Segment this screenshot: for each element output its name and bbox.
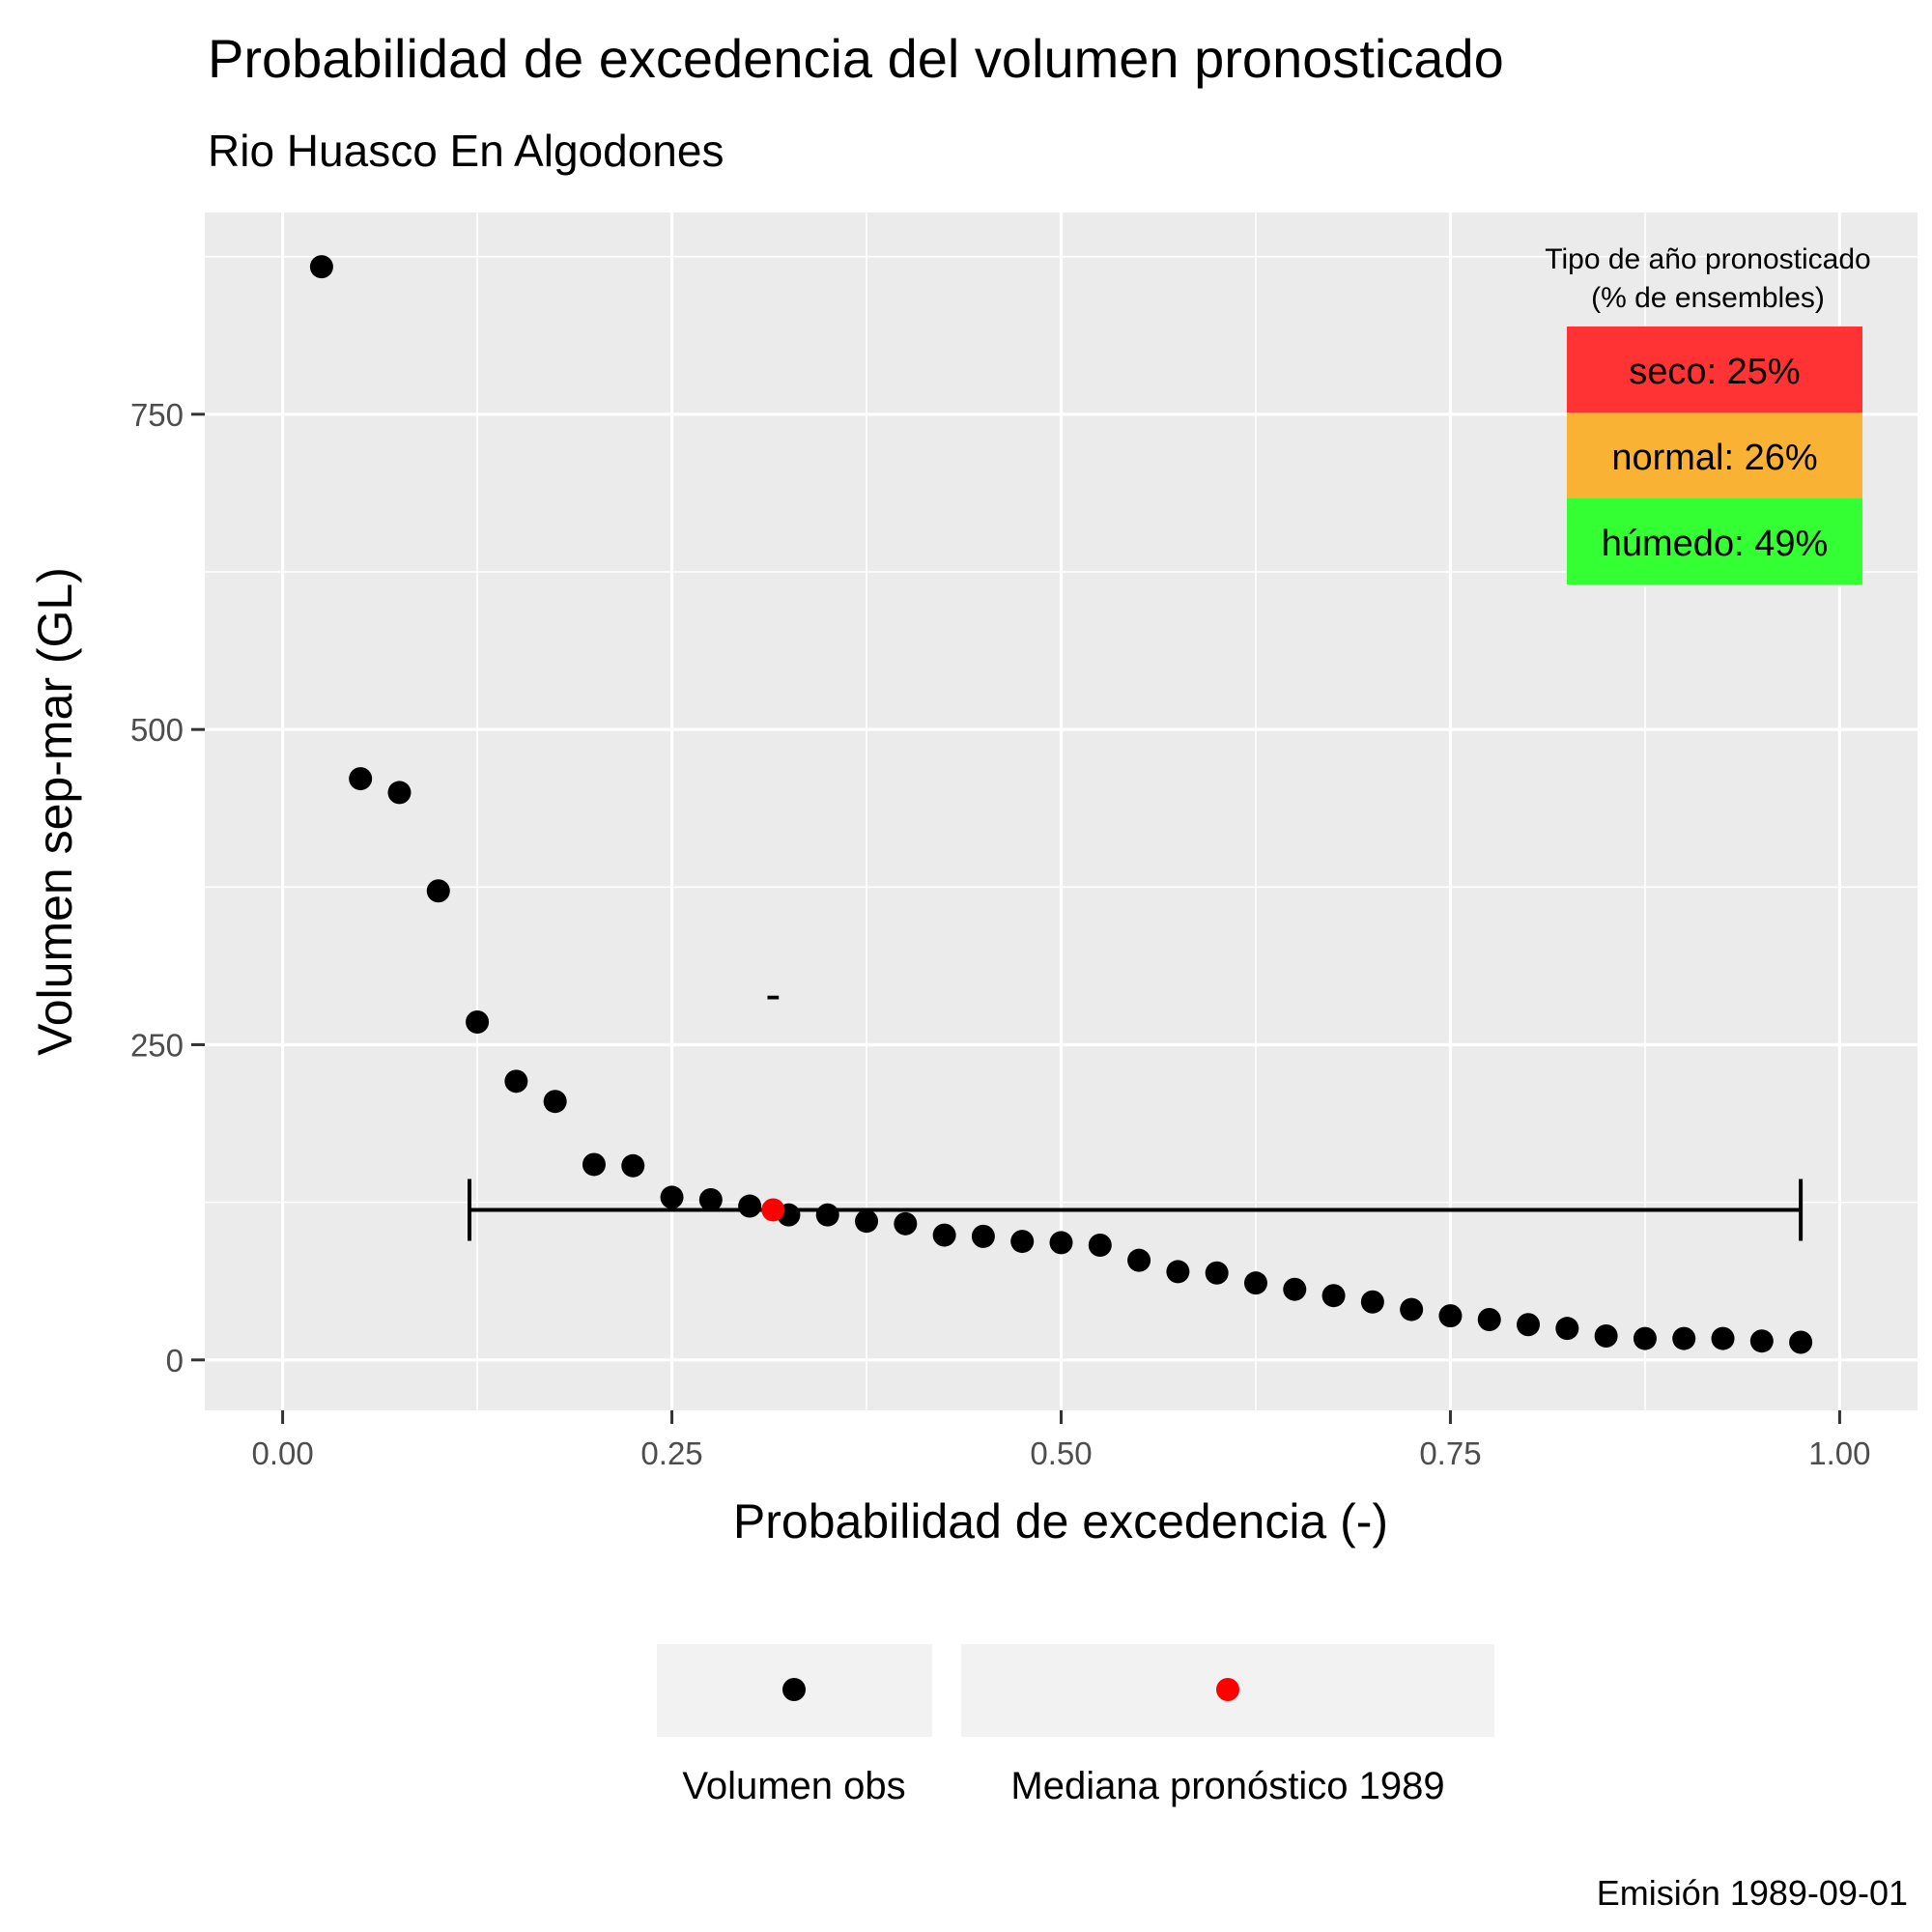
x-tick-label: 1.00 xyxy=(1808,1435,1870,1471)
data-point-observed xyxy=(466,1009,490,1034)
data-point-observed xyxy=(349,767,373,791)
data-point-observed xyxy=(1633,1326,1657,1350)
chart-subtitle: Rio Huasco En Algodones xyxy=(208,126,724,176)
x-tick-label: 0.25 xyxy=(640,1435,702,1471)
data-point-observed xyxy=(1360,1290,1384,1314)
y-axis: 0 250 500 750 xyxy=(130,397,205,1378)
data-point-observed xyxy=(1711,1326,1735,1350)
legend-label-observed: Volumen obs xyxy=(682,1765,905,1807)
data-point-observed xyxy=(660,1185,684,1209)
x-axis-title: Probabilidad de excedencia (-) xyxy=(733,1494,1388,1548)
data-point-observed xyxy=(855,1209,879,1234)
data-point-observed xyxy=(894,1211,918,1236)
chart-title: Probabilidad de excedencia del volumen p… xyxy=(208,28,1504,89)
data-point-observed xyxy=(1400,1297,1424,1321)
x-tick-label: 0.50 xyxy=(1030,1435,1092,1471)
data-point-observed xyxy=(698,1188,723,1212)
data-point-observed xyxy=(621,1153,645,1178)
data-point-observed xyxy=(1010,1230,1035,1254)
caption: Emisión 1989-09-01 xyxy=(1597,1873,1908,1913)
data-point-observed xyxy=(1749,1329,1774,1353)
forecast-range-errorbar xyxy=(468,1179,1804,1241)
data-point-observed xyxy=(1672,1326,1696,1350)
data-point-observed xyxy=(1594,1323,1618,1348)
y-tick-label: 0 xyxy=(166,1343,184,1378)
data-point-median xyxy=(761,1198,785,1222)
forecast-label-humedo: húmedo: 49% xyxy=(1602,524,1829,564)
data-point-observed xyxy=(738,1194,762,1218)
data-point-observed xyxy=(1088,1234,1112,1258)
x-tick-label: 0.75 xyxy=(1419,1435,1481,1471)
data-point-observed xyxy=(504,1069,528,1094)
data-point-observed xyxy=(387,781,412,805)
data-point-observed xyxy=(1049,1231,1073,1255)
annotation-text: - xyxy=(765,969,781,1020)
legend-marker-observed xyxy=(782,1678,806,1701)
y-tick-label: 500 xyxy=(130,712,184,748)
y-tick-label: 250 xyxy=(130,1027,184,1063)
data-point-observed xyxy=(1477,1308,1501,1332)
data-point-observed xyxy=(1438,1304,1463,1328)
forecast-median-point xyxy=(761,1198,785,1222)
forecast-box-title: Tipo de año pronosticado xyxy=(1545,243,1870,275)
legend: Volumen obs Mediana pronóstico 1989 xyxy=(657,1644,1494,1807)
y-axis-title: Volumen sep-mar (GL) xyxy=(28,567,82,1056)
forecast-label-normal: normal: 26% xyxy=(1611,438,1817,478)
data-point-observed xyxy=(543,1090,567,1114)
forecast-box-subtitle: (% de ensembles) xyxy=(1591,282,1825,314)
forecast-row-seco xyxy=(1567,327,1862,412)
data-point-observed xyxy=(932,1223,956,1247)
legend-label-median: Mediana pronóstico 1989 xyxy=(1010,1765,1444,1807)
forecast-row-humedo xyxy=(1567,498,1862,584)
forecast-box: Tipo de año pronosticado (% de ensembles… xyxy=(1545,243,1871,584)
data-point-observed xyxy=(971,1224,995,1248)
data-point-observed xyxy=(1283,1277,1307,1301)
data-point-observed xyxy=(582,1152,606,1177)
data-point-observed xyxy=(309,255,333,279)
data-point-observed xyxy=(815,1203,839,1227)
legend-marker-median xyxy=(1216,1678,1239,1701)
observed-volume-points xyxy=(309,255,1813,1354)
forecast-row-normal xyxy=(1567,412,1862,498)
x-axis: 0.00 0.25 0.50 0.75 1.00 xyxy=(251,1410,1871,1471)
y-tick-label: 750 xyxy=(130,397,184,433)
data-point-observed xyxy=(1127,1248,1151,1272)
data-point-observed xyxy=(426,879,450,903)
data-point-observed xyxy=(1166,1260,1190,1284)
data-point-observed xyxy=(1517,1313,1541,1337)
x-tick-label: 0.00 xyxy=(251,1435,313,1471)
data-point-observed xyxy=(1243,1271,1267,1295)
data-point-observed xyxy=(1205,1261,1229,1285)
data-point-observed xyxy=(1789,1330,1813,1354)
data-point-observed xyxy=(1321,1284,1346,1308)
data-point-observed xyxy=(1555,1317,1579,1341)
forecast-label-seco: seco: 25% xyxy=(1629,352,1800,392)
